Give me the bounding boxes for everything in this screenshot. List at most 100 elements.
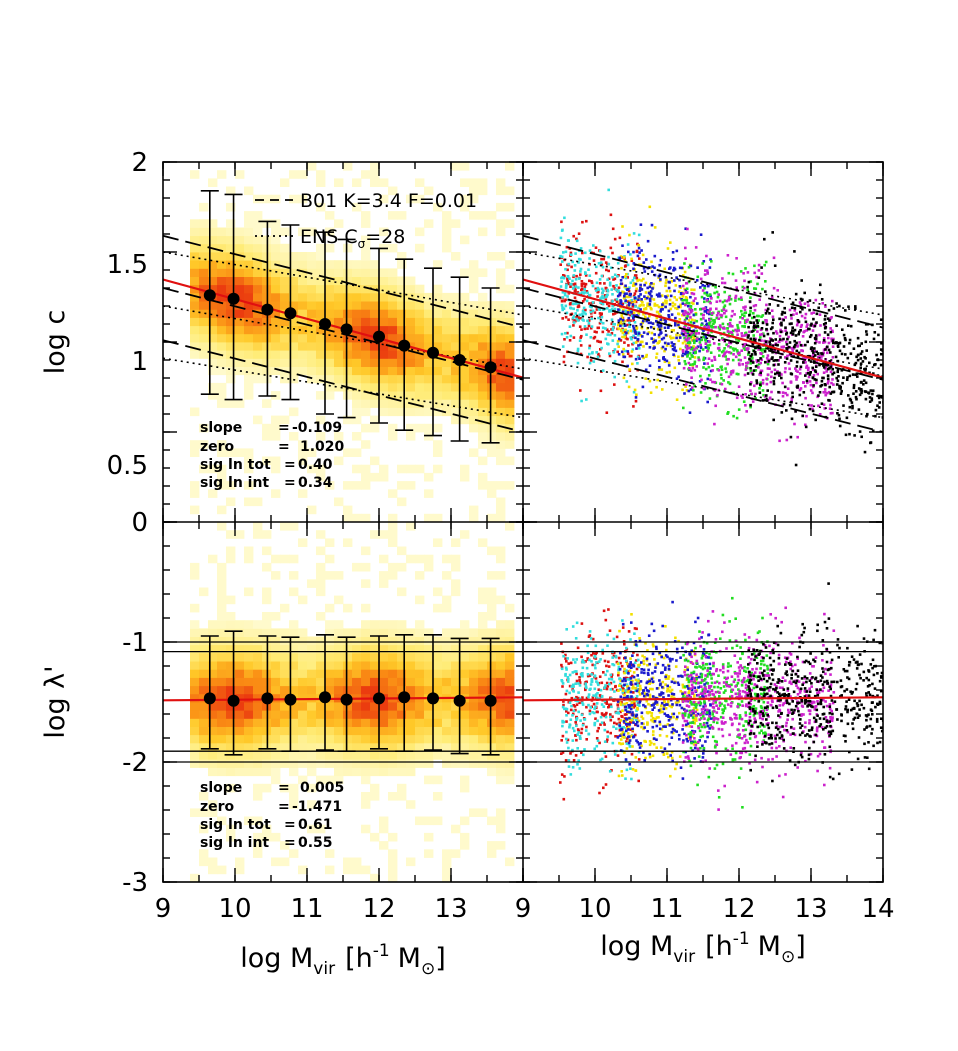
density-cell [316, 742, 326, 752]
density-cell [505, 350, 515, 359]
halo-point [860, 380, 863, 384]
halo-point [638, 357, 641, 360]
density-cell [352, 301, 362, 310]
density-cell [361, 734, 371, 744]
halo-point [711, 364, 714, 367]
halo-point [710, 359, 714, 362]
density-cell [388, 530, 398, 539]
halo-point [633, 388, 637, 392]
halo-point [758, 338, 761, 342]
halo-point [737, 339, 741, 342]
halo-point [663, 321, 667, 325]
halo-point [571, 683, 575, 687]
halo-point [657, 325, 661, 328]
halo-point [615, 722, 619, 726]
halo-point [563, 299, 566, 303]
halo-point [742, 344, 745, 348]
halo-point [633, 292, 637, 295]
halo-point [594, 677, 598, 680]
halo-point [685, 344, 688, 348]
halo-point [691, 333, 695, 337]
halo-point [681, 350, 685, 353]
density-cell [496, 448, 506, 457]
density-cell [244, 448, 254, 457]
halo-point [617, 308, 620, 311]
density-cell [217, 333, 227, 343]
density-cell [478, 481, 488, 490]
density-cell [316, 718, 326, 727]
density-cell [460, 268, 470, 277]
halo-point [688, 327, 691, 330]
halo-point [627, 303, 631, 307]
halo-point [677, 359, 680, 362]
halo-point [633, 276, 636, 280]
halo-point [621, 691, 625, 694]
halo-point [698, 341, 702, 344]
halo-point [561, 260, 564, 263]
halo-point [841, 381, 844, 385]
halo-point [697, 356, 700, 359]
density-cell [235, 652, 245, 662]
halo-point [572, 234, 575, 238]
halo-point [848, 341, 851, 345]
density-cell [424, 832, 434, 842]
density-cell [496, 497, 506, 507]
halo-point [583, 325, 587, 328]
halo-point [864, 397, 868, 401]
halo-point [754, 353, 757, 356]
halo-point [616, 339, 620, 343]
density-cell [199, 685, 209, 695]
halo-point [806, 340, 809, 344]
halo-point [672, 336, 675, 340]
density-cell [451, 849, 461, 858]
density-cell [226, 628, 236, 637]
density-cell [343, 301, 353, 310]
density-cell [469, 178, 479, 187]
density-cell [262, 587, 272, 597]
density-cell [190, 603, 200, 613]
density-cell [424, 423, 434, 433]
halo-point [618, 300, 622, 304]
density-cell [226, 661, 236, 670]
density-cell [208, 333, 218, 343]
halo-point [774, 359, 777, 362]
density-cell [442, 227, 452, 237]
density-cell [316, 333, 326, 343]
halo-point [681, 295, 685, 298]
density-cell [262, 399, 272, 408]
density-cell [442, 685, 452, 695]
halo-point [810, 404, 813, 407]
halo-point [799, 365, 803, 369]
halo-point [615, 660, 619, 664]
halo-point [785, 343, 789, 346]
density-cell [424, 710, 434, 719]
density-cell [217, 170, 227, 179]
halo-point [650, 223, 654, 227]
halo-point [776, 371, 779, 375]
density-cell [316, 301, 326, 310]
density-cell [397, 677, 407, 687]
density-cell [307, 644, 317, 654]
density-cell [226, 726, 236, 736]
density-cell [424, 726, 434, 736]
halo-point [608, 629, 612, 632]
halo-point [623, 335, 627, 339]
density-cell [307, 669, 317, 678]
density-cell [379, 530, 389, 539]
halo-point [619, 710, 622, 714]
halo-point [738, 353, 741, 357]
halo-point [573, 296, 577, 300]
density-cell [325, 571, 335, 580]
halo-point [754, 325, 758, 328]
halo-point [719, 325, 722, 329]
halo-point [649, 391, 653, 394]
halo-point [624, 284, 627, 288]
halo-point [826, 333, 830, 336]
density-cell [271, 669, 281, 678]
halo-point [683, 318, 687, 322]
density-cell [298, 677, 308, 687]
density-cell [397, 628, 407, 637]
halo-point [848, 432, 851, 436]
density-cell [361, 513, 371, 522]
halo-point [565, 720, 568, 723]
